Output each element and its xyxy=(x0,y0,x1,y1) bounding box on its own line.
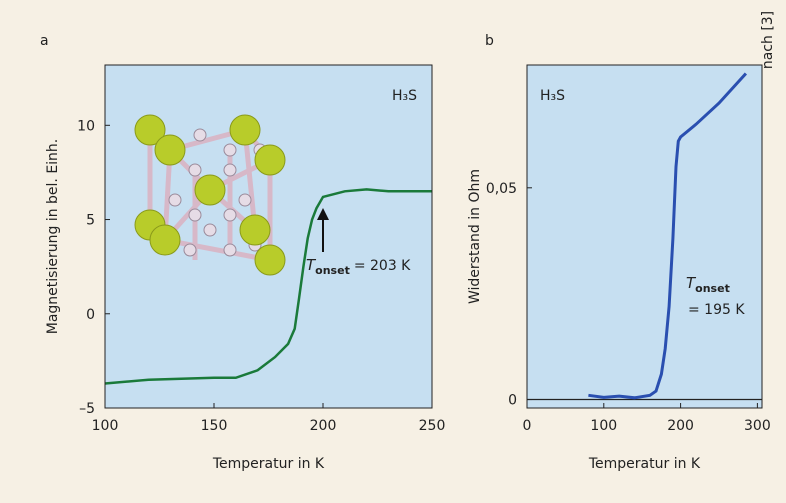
hydrogen-atom xyxy=(223,243,237,257)
y-tick-label: –5 xyxy=(79,401,95,417)
panel-label: a xyxy=(40,33,49,49)
x-tick-label: 200 xyxy=(310,418,337,434)
hydrogen-atom xyxy=(223,143,237,157)
onset-symbol: T xyxy=(686,274,697,292)
hydrogen-atom xyxy=(183,243,197,257)
onset-annotation: Tonset = 203 K xyxy=(306,256,411,277)
y-tick-label: 10 xyxy=(77,118,95,134)
hydrogen-atom xyxy=(223,208,237,222)
onset-value: = 195 K xyxy=(688,302,745,318)
hydrogen-atom xyxy=(223,163,237,177)
sulfur-atom xyxy=(134,114,166,146)
y-tick-label: 0,05 xyxy=(486,181,517,197)
plot-frame xyxy=(104,64,433,409)
onset-symbol: T xyxy=(306,256,317,274)
bond xyxy=(242,129,258,231)
data-line xyxy=(104,188,432,385)
y-tick-label: 0 xyxy=(508,393,517,409)
y-axis-label: Widerstand in Ohm xyxy=(467,169,483,304)
x-tick-label: 250 xyxy=(419,418,446,434)
plot-area xyxy=(527,65,762,408)
sulfur-atom xyxy=(254,244,286,276)
sulfur-atom xyxy=(239,214,271,246)
hydrogen-atom xyxy=(203,223,217,237)
sulfur-atom xyxy=(254,144,286,176)
x-tick-label: 150 xyxy=(201,418,228,434)
hydrogen-atom xyxy=(168,193,182,207)
sulfur-atom xyxy=(154,134,186,166)
onset-annotation: Tonset xyxy=(686,274,730,295)
onset-subscript: onset xyxy=(695,282,730,295)
hydrogen-atom xyxy=(188,208,202,222)
crystal-illustration xyxy=(134,114,286,276)
sulfur-atom xyxy=(194,174,226,206)
credit: nach [3] xyxy=(760,11,776,69)
x-tick-label: 200 xyxy=(667,418,694,434)
x-tick-label: 100 xyxy=(590,418,617,434)
arrow-head xyxy=(317,208,329,220)
sulfur-atom xyxy=(229,114,261,146)
x-tick-label: 300 xyxy=(744,418,771,434)
hydrogen-atom xyxy=(188,163,202,177)
onset-value: = 203 K xyxy=(354,258,411,274)
onset-subscript: onset xyxy=(315,264,350,277)
y-axis-label: Magnetisierung in bel. Einh. xyxy=(45,139,61,334)
hydrogen-atom xyxy=(238,193,252,207)
x-tick-label: 100 xyxy=(92,418,119,434)
y-tick-label: 0 xyxy=(86,307,95,323)
hydrogen-atom xyxy=(193,128,207,142)
annotation: H₃S xyxy=(392,88,417,104)
data-line xyxy=(588,72,748,400)
y-tick-label: 5 xyxy=(86,213,95,229)
sulfur-atom xyxy=(149,224,181,256)
plot-frame xyxy=(526,64,763,409)
x-tick-label: 0 xyxy=(523,418,532,434)
bond xyxy=(164,237,271,263)
x-axis-label: Temperatur in K xyxy=(588,456,701,472)
annotation: H₃S xyxy=(540,88,565,104)
panel-label: b xyxy=(485,33,494,49)
x-axis-label: Temperatur in K xyxy=(212,456,325,472)
